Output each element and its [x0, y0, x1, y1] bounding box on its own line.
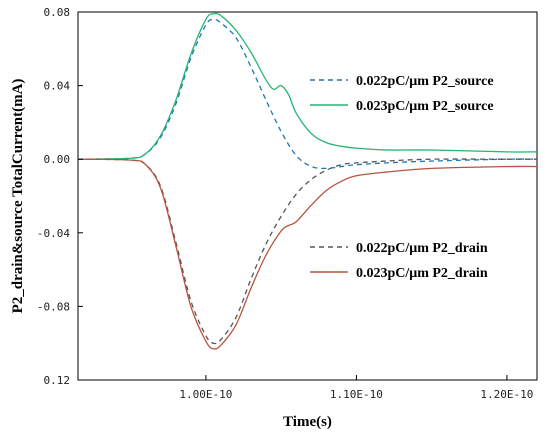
y-axis-title: P2_drain&source TotalCurrent(mA) — [10, 79, 26, 314]
legend-label: 0.023pC/μm P2_source — [356, 99, 494, 114]
legend-label: 0.022pC/μm P2_source — [356, 74, 494, 89]
series-layer — [77, 12, 538, 350]
series-line-0-022pc-m-p2-drain — [77, 158, 537, 345]
x-tick-label: 1.10E-10 — [330, 388, 383, 401]
y-tick-label: -0.08 — [37, 300, 70, 313]
x-tick-label: 1.00E-10 — [179, 388, 232, 401]
legend-label: 0.022pC/μm P2_drain — [356, 241, 488, 256]
y-tick-label: 0.00 — [44, 153, 71, 166]
series-line-0-023pc-m-p2-drain — [77, 158, 538, 350]
series-line-0-023pc-m-p2-source — [77, 12, 538, 160]
x-tick-label: 1.20E-10 — [480, 388, 533, 401]
plot-area-border — [77, 11, 538, 381]
y-tick-label: 0.04 — [44, 80, 71, 93]
y-tick-label: -0.04 — [37, 227, 70, 240]
x-axis-title: Time(s) — [283, 414, 332, 430]
series-line-0-022pc-m-p2-source — [77, 18, 538, 170]
legend-label: 0.023pC/μm P2_drain — [356, 266, 488, 281]
plot-frame — [77, 11, 538, 381]
y-tick-label: 0.12 — [44, 374, 71, 387]
ticks-layer: 0.08 0.04 0.00 -0.04 -0.08 0.12 1.00E-10 1.10E-… — [37, 6, 534, 401]
legend-layer: 0.022pC/μm P2_source 0.023pC/μm P2_source… — [310, 74, 494, 281]
y-tick-label: 0.08 — [44, 6, 71, 19]
